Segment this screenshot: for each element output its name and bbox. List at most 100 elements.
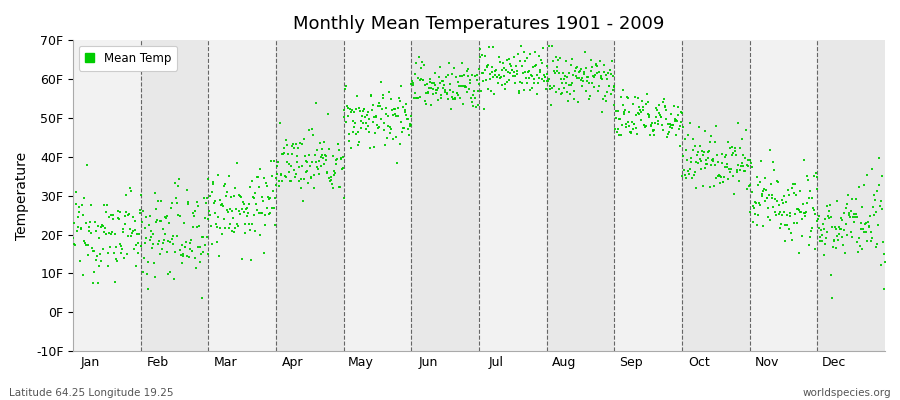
Point (245, 178, 259, 184)
Point (572, 69, 586, 75)
Point (639, 122, 653, 129)
Point (315, 152, 329, 158)
Point (733, 167, 747, 173)
Point (814, 238, 828, 245)
Point (374, 79, 389, 86)
Point (478, 66, 492, 73)
Point (191, 244, 205, 250)
Point (511, 88, 526, 94)
Point (219, 193, 233, 200)
Point (192, 222, 206, 229)
Point (318, 152, 332, 158)
Point (684, 155, 698, 161)
Point (770, 198, 784, 204)
Point (189, 265, 203, 271)
Point (615, 122, 629, 128)
Point (616, 87, 630, 93)
Point (400, 126, 415, 132)
Point (805, 195, 819, 202)
Point (253, 166, 267, 172)
Point (814, 227, 828, 233)
Point (417, 62, 431, 69)
Point (133, 242, 148, 249)
Point (770, 178, 785, 184)
Point (847, 219, 861, 226)
Point (608, 126, 622, 132)
Point (722, 166, 736, 173)
Point (841, 192, 855, 198)
Point (187, 212, 202, 219)
Point (640, 91, 654, 98)
Point (279, 137, 293, 143)
Point (726, 150, 741, 156)
Point (428, 70, 443, 76)
Point (329, 156, 344, 163)
Point (225, 208, 239, 214)
Point (585, 64, 599, 70)
Point (752, 202, 767, 208)
Point (510, 50, 525, 57)
Point (408, 90, 422, 96)
Point (542, 76, 556, 82)
Point (299, 168, 313, 175)
Point (261, 194, 275, 200)
Point (414, 75, 428, 82)
Point (453, 72, 467, 79)
Point (697, 148, 711, 155)
Point (322, 175, 337, 182)
Point (629, 112, 643, 118)
Point (868, 209, 883, 216)
Point (149, 219, 164, 225)
Point (850, 239, 865, 246)
Point (473, 88, 488, 94)
Point (327, 172, 341, 178)
Point (275, 178, 290, 184)
Point (632, 110, 646, 117)
Point (760, 195, 774, 202)
Point (812, 225, 826, 231)
Point (141, 259, 156, 265)
Point (756, 222, 770, 229)
Point (754, 158, 769, 164)
Point (658, 103, 672, 110)
Point (815, 220, 830, 227)
Point (530, 72, 544, 78)
Point (286, 141, 301, 147)
Point (392, 141, 407, 147)
Point (562, 69, 577, 76)
Point (173, 247, 187, 253)
Point (118, 221, 132, 228)
Point (806, 206, 821, 213)
Point (620, 118, 634, 125)
Point (670, 104, 685, 111)
Point (153, 250, 167, 257)
Point (848, 214, 862, 220)
Point (488, 72, 502, 78)
Point (785, 237, 799, 243)
Point (376, 95, 391, 102)
Point (146, 230, 160, 237)
Point (147, 260, 161, 266)
Point (384, 96, 399, 102)
Point (564, 80, 579, 86)
Point (664, 110, 679, 117)
Point (595, 76, 609, 82)
Point (448, 94, 463, 101)
Point (655, 122, 670, 128)
Point (413, 77, 428, 83)
Point (865, 235, 879, 241)
Point (513, 58, 527, 64)
Point (74, 224, 88, 231)
Point (171, 183, 185, 190)
Point (442, 60, 456, 66)
Point (250, 174, 265, 180)
Point (390, 160, 404, 166)
Point (427, 80, 441, 86)
Point (243, 184, 257, 190)
Point (371, 124, 385, 131)
Point (577, 71, 591, 77)
Point (643, 132, 657, 139)
Point (364, 91, 379, 98)
Point (683, 166, 698, 172)
Point (579, 88, 593, 94)
